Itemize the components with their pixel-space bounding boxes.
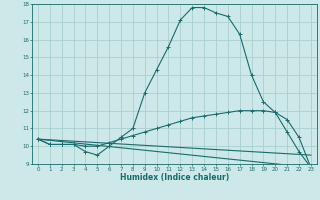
X-axis label: Humidex (Indice chaleur): Humidex (Indice chaleur) (120, 173, 229, 182)
